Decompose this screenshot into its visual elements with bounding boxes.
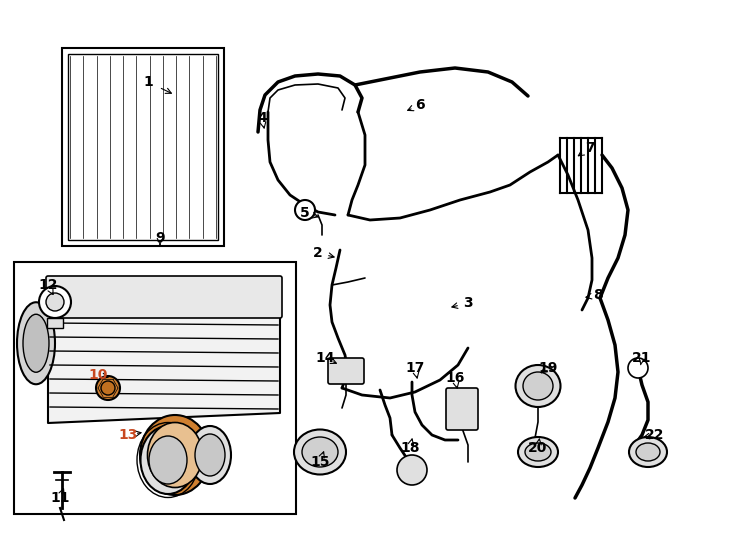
Ellipse shape [302, 437, 338, 467]
Text: 12: 12 [38, 278, 58, 292]
Ellipse shape [518, 437, 558, 467]
Text: 8: 8 [593, 288, 603, 302]
Text: 16: 16 [446, 371, 465, 385]
Ellipse shape [629, 437, 667, 467]
FancyBboxPatch shape [446, 388, 478, 430]
Ellipse shape [515, 365, 561, 407]
Text: 1: 1 [143, 75, 153, 89]
Ellipse shape [140, 426, 195, 494]
Text: 6: 6 [415, 98, 425, 112]
Text: 14: 14 [315, 351, 335, 365]
Circle shape [628, 358, 648, 378]
Ellipse shape [149, 436, 187, 484]
Ellipse shape [189, 426, 231, 484]
Bar [68, 54, 218, 240]
Ellipse shape [17, 302, 55, 384]
Text: 3: 3 [463, 296, 473, 310]
Circle shape [397, 455, 427, 485]
Ellipse shape [523, 372, 553, 400]
Ellipse shape [148, 422, 203, 488]
Text: 19: 19 [538, 361, 558, 375]
FancyBboxPatch shape [328, 358, 364, 384]
Text: 11: 11 [50, 491, 70, 505]
Text: 20: 20 [528, 441, 548, 455]
Circle shape [101, 381, 115, 395]
Text: 10: 10 [88, 368, 108, 382]
Text: 13: 13 [118, 428, 138, 442]
Text: 9: 9 [155, 231, 165, 245]
Text: 5: 5 [300, 206, 310, 220]
Text: 18: 18 [400, 441, 420, 455]
Ellipse shape [140, 415, 210, 495]
Text: 4: 4 [257, 111, 267, 125]
FancyBboxPatch shape [47, 318, 63, 328]
Bar [62, 48, 224, 246]
Text: 15: 15 [310, 455, 330, 469]
Text: 22: 22 [645, 428, 665, 442]
Bar [14, 262, 296, 514]
Circle shape [46, 293, 64, 311]
Text: 17: 17 [405, 361, 425, 375]
Text: 21: 21 [632, 351, 652, 365]
Ellipse shape [294, 429, 346, 475]
Circle shape [39, 286, 71, 318]
Ellipse shape [195, 434, 225, 476]
Text: 2: 2 [313, 246, 323, 260]
Polygon shape [48, 278, 280, 423]
Circle shape [295, 200, 315, 220]
Text: 7: 7 [585, 141, 595, 155]
Circle shape [96, 376, 120, 400]
Ellipse shape [525, 443, 551, 461]
Ellipse shape [636, 443, 660, 461]
FancyBboxPatch shape [46, 276, 282, 318]
Ellipse shape [23, 314, 49, 372]
